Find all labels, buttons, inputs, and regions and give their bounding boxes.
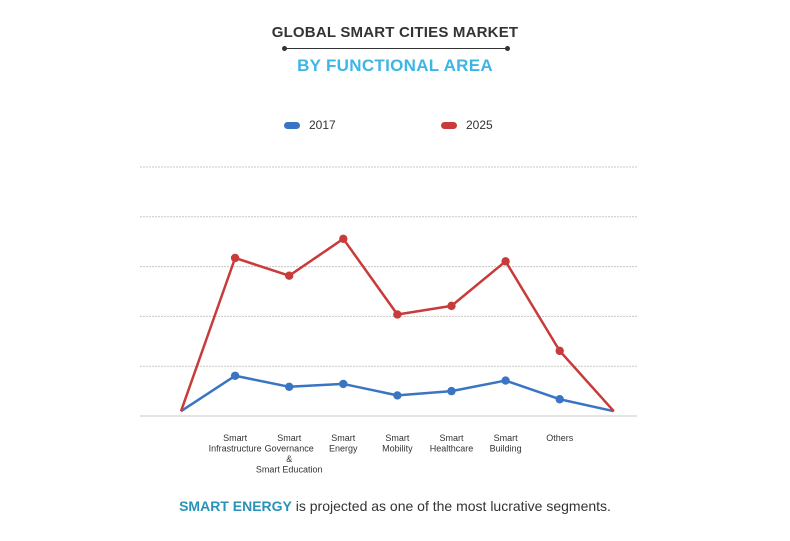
data-point-2017 [447, 386, 456, 396]
data-point-2025 [393, 310, 402, 319]
data-point-2025 [555, 346, 564, 356]
data-point-2017 [501, 376, 510, 385]
x-tick-label: Smart Building [490, 433, 522, 454]
x-tick-label: Smart Governance & Smart Education [256, 433, 323, 475]
data-point-2025 [230, 253, 240, 263]
x-tick-label: Smart Mobility [382, 433, 413, 454]
data-point-2017 [555, 395, 564, 404]
legend-swatch-2025 [441, 121, 457, 129]
data-point-2025 [339, 234, 348, 244]
chart-title: GLOBAL SMART CITIES MARKET [271, 24, 519, 41]
title-underline [282, 46, 510, 51]
footer-text: is projected as one of the most lucrativ… [291, 498, 611, 514]
x-tick-label: Others [546, 433, 574, 443]
series-line-2025 [179, 237, 615, 413]
data-point-2025 [447, 301, 456, 311]
chart-subtitle: BY FUNCTIONAL AREA [297, 56, 493, 75]
legend-item-2017: 2017 [284, 118, 336, 132]
x-tick-label: Smart Healthcare [430, 433, 474, 454]
legend-swatch-2017 [284, 121, 300, 129]
footer-highlight: SMART ENERGY [179, 498, 292, 514]
legend-label-2025: 2025 [466, 118, 493, 132]
data-point-2017 [393, 391, 402, 400]
x-tick-label: Smart Infrastructure [209, 433, 262, 454]
data-point-2025 [285, 271, 294, 280]
data-point-2017 [339, 379, 348, 389]
legend-item-2025: 2025 [441, 118, 493, 132]
data-point-2017 [285, 382, 294, 391]
footer-note: SMART ENERGY is projected as one of the … [0, 498, 790, 514]
data-point-2025 [501, 257, 510, 266]
x-tick-label: Smart Energy [329, 433, 358, 454]
data-point-2017 [230, 371, 240, 380]
legend-label-2017: 2017 [309, 118, 336, 132]
